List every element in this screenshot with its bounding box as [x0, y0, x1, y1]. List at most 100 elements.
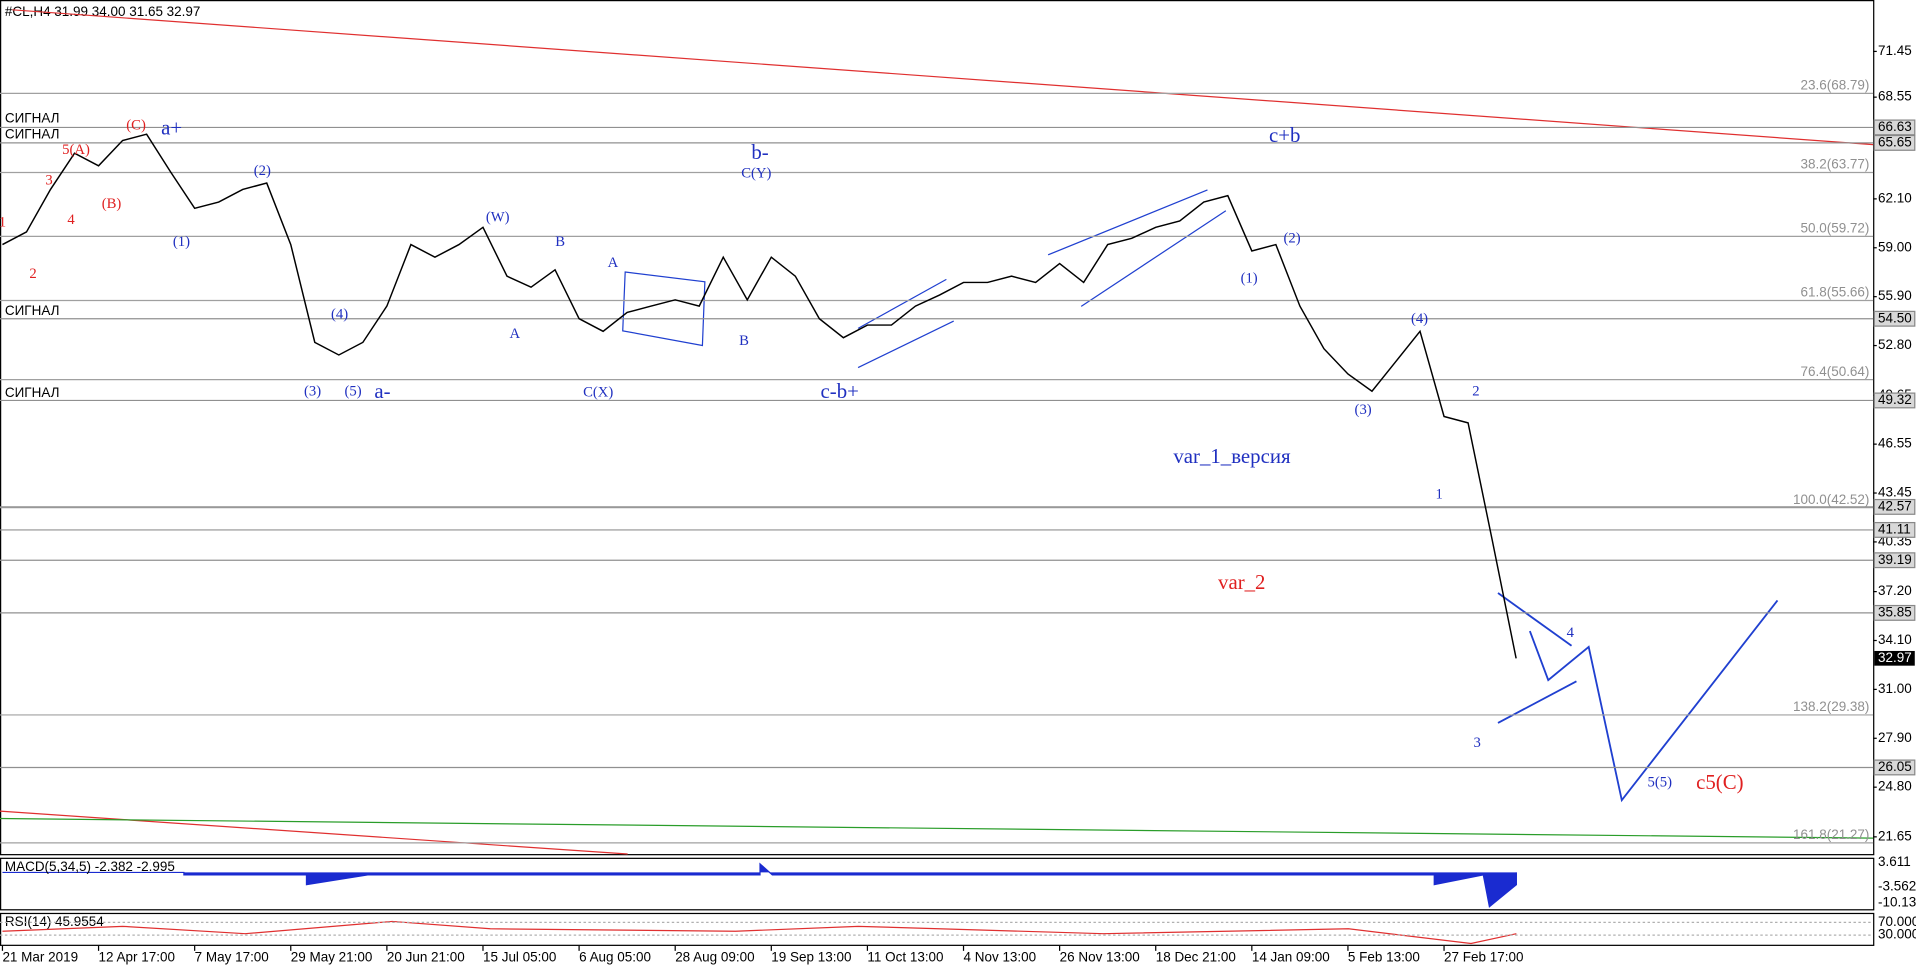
price-line	[2, 133, 1517, 659]
rsi-tick-label: 30.0000	[1878, 927, 1916, 942]
wave-label: var_2	[1218, 570, 1265, 594]
rsi-line	[2, 920, 1517, 945]
level-label: 26.05	[1878, 759, 1912, 774]
wave-label: (W)	[486, 209, 510, 225]
x-tick-label: 27 Feb 17:00	[1444, 950, 1523, 965]
level-label: 42.57	[1878, 498, 1912, 513]
x-tick-label: 12 Apr 17:00	[99, 950, 175, 965]
x-tick-label: 11 Oct 13:00	[867, 950, 943, 965]
wave-label: 1	[0, 214, 6, 230]
y-tick-label: 31.00	[1878, 681, 1912, 696]
wave-label: (2)	[1283, 230, 1300, 246]
wave-label: 3	[45, 173, 52, 189]
channel	[1080, 210, 1227, 307]
level-label: 66.63	[1878, 119, 1912, 134]
y-tick-label: 43.45	[1878, 485, 1912, 500]
wave-label: c-b+	[821, 379, 859, 403]
x-tick-label: 15 Jul 05:00	[483, 950, 556, 965]
y-tick-label: 55.90	[1878, 288, 1912, 303]
fib-label: 38.2(63.77)	[1801, 157, 1870, 172]
x-tick-label: 21 Mar 2019	[2, 950, 78, 965]
x-tick-label: 18 Dec 21:00	[1156, 950, 1236, 965]
level-box	[1873, 134, 1916, 151]
macd-panel	[0, 857, 1875, 911]
x-tick-label: 7 May 17:00	[195, 950, 269, 965]
channel	[857, 278, 947, 329]
wave-label: b-	[751, 140, 768, 164]
y-tick-label: 46.55	[1878, 436, 1912, 451]
fib-label: 23.6(68.79)	[1801, 78, 1870, 93]
fib-label: 76.4(50.64)	[1801, 364, 1870, 379]
x-tick-label: 29 May 21:00	[291, 950, 373, 965]
wave-label: (4)	[331, 306, 348, 322]
wave-label: a-	[374, 379, 390, 403]
wave-label: a+	[161, 116, 182, 140]
wave-label: (4)	[1411, 311, 1428, 327]
y-tick-label: 24.80	[1878, 779, 1912, 794]
triangle-line	[1497, 592, 1573, 647]
trend-line	[12, 9, 1874, 146]
triangle-line	[1497, 680, 1577, 724]
fib-label: 50.0(59.72)	[1801, 221, 1870, 236]
rsi-panel	[0, 912, 1875, 946]
level-label: 54.50	[1878, 310, 1912, 325]
y-tick-label: 62.10	[1878, 190, 1912, 205]
macd-tick-label: -3.562	[1878, 879, 1916, 894]
y-tick-label: 68.55	[1878, 89, 1912, 104]
wave-label: 4	[1567, 625, 1575, 641]
fib-label: 161.8(21.27)	[1793, 827, 1869, 842]
wave-label: 5(5)	[1648, 774, 1673, 790]
x-tick-label: 6 Aug 05:00	[579, 950, 651, 965]
level-box	[1873, 521, 1916, 538]
level-label: 65.65	[1878, 134, 1912, 149]
signal-label: СИГНАЛ	[5, 303, 60, 318]
x-tick-label: 20 Jun 21:00	[387, 950, 465, 965]
signal-label: СИГНАЛ	[5, 110, 60, 125]
trend-line	[0, 817, 1874, 839]
wave-label: 5(A)	[62, 142, 90, 158]
current-price-label: 32.97	[1878, 650, 1912, 665]
macd-histogram	[2, 862, 1517, 908]
x-tick-label: 4 Nov 13:00	[964, 950, 1037, 965]
y-tick-label: 37.20	[1878, 583, 1912, 598]
level-label: 35.85	[1878, 604, 1912, 619]
main-panel	[0, 0, 1875, 856]
level-label: 39.19	[1878, 552, 1912, 567]
y-tick-label: 27.90	[1878, 730, 1912, 745]
level-box	[1873, 119, 1916, 136]
signal-label: СИГНАЛ	[5, 126, 60, 141]
wave-label: (2)	[254, 163, 271, 179]
x-tick-label: 14 Jan 09:00	[1252, 950, 1330, 965]
wave-label: C(X)	[583, 385, 613, 401]
level-box	[1873, 310, 1916, 327]
y-tick-label: 71.45	[1878, 43, 1912, 58]
wave-label: C(Y)	[741, 165, 771, 181]
level-label: 41.11	[1878, 521, 1911, 536]
level-label: 49.32	[1878, 392, 1912, 407]
trend-line	[0, 810, 628, 855]
wave-label: (C)	[126, 118, 146, 134]
wave-label: 2	[29, 266, 36, 282]
wave-label: var_1_версия	[1173, 444, 1291, 468]
level-box	[1873, 498, 1916, 515]
wave-projection	[1528, 599, 1779, 803]
level-box	[1873, 759, 1916, 776]
x-tick-label: 26 Nov 13:00	[1060, 950, 1140, 965]
wave-label: c+b	[1269, 123, 1300, 147]
y-tick-label: 59.00	[1878, 239, 1912, 254]
wave-label: (1)	[173, 234, 190, 250]
wave-label: B	[555, 234, 565, 250]
wave-label: (B)	[102, 196, 122, 212]
y-tick-label: 52.80	[1878, 337, 1912, 352]
x-tick-label: 19 Sep 13:00	[771, 950, 851, 965]
wave-label: (5)	[344, 383, 361, 399]
fib-label: 61.8(55.66)	[1801, 285, 1870, 300]
wave-label: 2	[1472, 383, 1479, 399]
signal-label: СИГНАЛ	[5, 385, 60, 400]
wave-label: 3	[1473, 735, 1480, 751]
x-tick-label: 28 Aug 09:00	[675, 950, 754, 965]
wave-label: (3)	[1355, 402, 1372, 418]
channel	[1047, 189, 1208, 256]
